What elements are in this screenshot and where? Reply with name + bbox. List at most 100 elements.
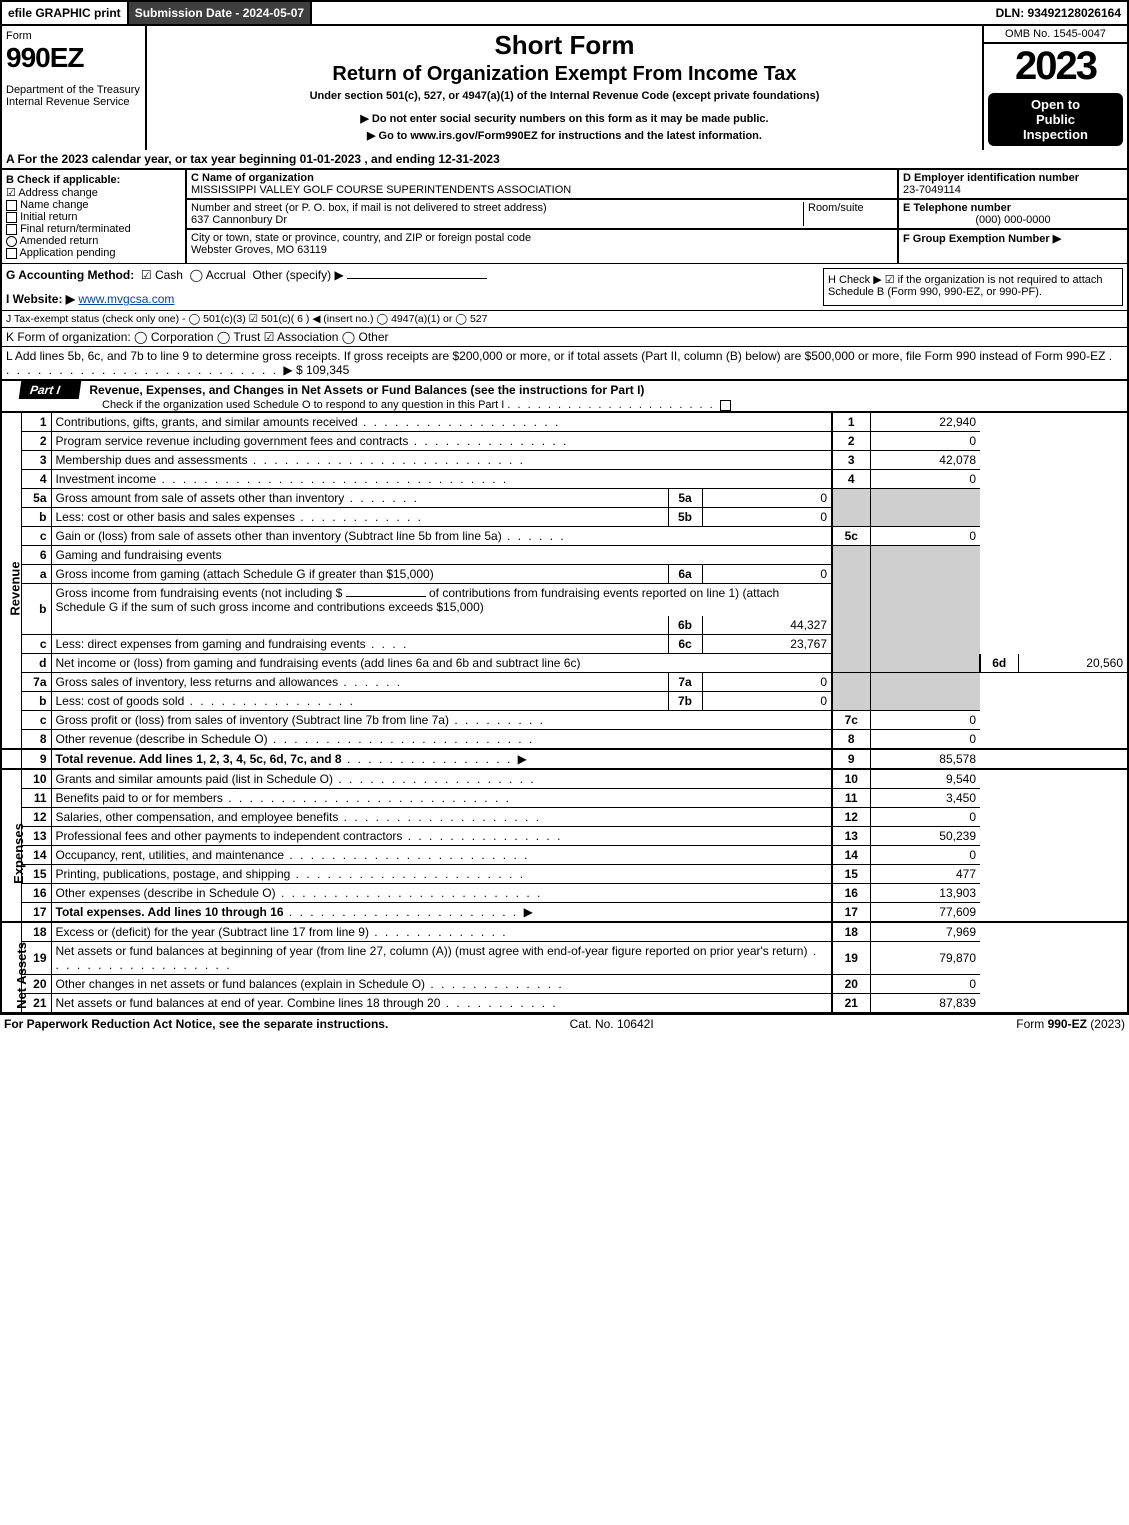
header-right: OMB No. 1545-0047 2023 Open to Public In… <box>982 26 1127 150</box>
street-value: 637 Cannonbury Dr <box>191 214 803 226</box>
expenses-vertical-label: Expenses <box>11 823 26 884</box>
city-value: Webster Groves, MO 63119 <box>191 244 893 256</box>
g-other[interactable]: Other (specify) ▶ <box>252 268 343 282</box>
part-i-header: Part I Revenue, Expenses, and Changes in… <box>0 381 1129 413</box>
line10-num: 10 <box>21 769 51 789</box>
irs-label: Internal Revenue Service <box>6 96 141 108</box>
g-cash[interactable]: Cash <box>155 268 183 282</box>
title-short-form: Short Form <box>155 30 974 61</box>
row-k-form-org: K Form of organization: ◯ Corporation ◯ … <box>0 327 1129 346</box>
dept-treasury: Department of the Treasury <box>6 84 141 96</box>
net-assets-vertical-label: Net Assets <box>14 942 29 1009</box>
line20-nm: 20 <box>832 975 870 994</box>
line3-desc: Membership dues and assessments <box>56 453 248 467</box>
block-b-f: B Check if applicable: ☑ Address change … <box>0 170 1129 264</box>
line4-desc: Investment income <box>56 472 157 486</box>
g-accrual[interactable]: Accrual <box>206 268 246 282</box>
col-b-checkboxes: B Check if applicable: ☑ Address change … <box>2 170 187 263</box>
check-final-return[interactable]: Final return/terminated <box>6 223 181 235</box>
check-application-pending[interactable]: Application pending <box>6 247 181 259</box>
e-phone-label: E Telephone number <box>903 202 1123 214</box>
line6b-desc1: Gross income from fundraising events (no… <box>56 586 343 600</box>
line6d-value: 20,560 <box>1018 654 1128 673</box>
line7a-num: 7a <box>21 673 51 692</box>
form-header: Form 990EZ Department of the Treasury In… <box>0 26 1129 150</box>
line4-value: 0 <box>870 470 980 489</box>
part-i-checkbox[interactable] <box>720 400 731 411</box>
final-return-label: Final return/terminated <box>20 223 131 235</box>
e-phone-value: (000) 000-0000 <box>903 214 1123 226</box>
line3-nm: 3 <box>832 451 870 470</box>
line6d-nm: 6d <box>980 654 1018 673</box>
line6b-sn: 6b <box>668 616 702 635</box>
efile-print-link[interactable]: efile GRAPHIC print <box>2 2 129 24</box>
open-line3: Inspection <box>992 127 1119 142</box>
line7b-desc: Less: cost of goods sold <box>56 694 185 708</box>
line1-nm: 1 <box>832 413 870 432</box>
check-initial-return[interactable]: Initial return <box>6 211 181 223</box>
application-pending-label: Application pending <box>19 247 115 259</box>
addr-change-label: Address change <box>18 187 98 199</box>
line5a-desc: Gross amount from sale of assets other t… <box>56 491 345 505</box>
line9-nm: 9 <box>832 749 870 769</box>
city-label: City or town, state or province, country… <box>191 232 893 244</box>
footer-form-ref: Form 990-EZ (2023) <box>1016 1017 1125 1031</box>
line6c-desc: Less: direct expenses from gaming and fu… <box>56 637 366 651</box>
line6a-sn: 6a <box>668 565 702 584</box>
footer: For Paperwork Reduction Act Notice, see … <box>0 1014 1129 1033</box>
line6a-sv: 0 <box>702 565 832 584</box>
line6b-num: b <box>21 584 51 635</box>
form-number: 990EZ <box>6 42 141 74</box>
line19-nm: 19 <box>832 942 870 975</box>
open-line2: Public <box>992 112 1119 127</box>
line2-desc: Program service revenue including govern… <box>56 434 409 448</box>
col-c-org-info: C Name of organization MISSISSIPPI VALLE… <box>187 170 897 263</box>
open-line1: Open to <box>992 97 1119 112</box>
line21-nm: 21 <box>832 994 870 1014</box>
line7c-num: c <box>21 711 51 730</box>
line17-num: 17 <box>21 903 51 923</box>
line7c-nm: 7c <box>832 711 870 730</box>
part-i-tab: Part I <box>19 381 82 399</box>
line8-desc: Other revenue (describe in Schedule O) <box>56 732 268 746</box>
line1-num: 1 <box>21 413 51 432</box>
header-left: Form 990EZ Department of the Treasury In… <box>2 26 147 150</box>
open-to-public-badge: Open to Public Inspection <box>988 93 1123 146</box>
line7c-value: 0 <box>870 711 980 730</box>
line21-value: 87,839 <box>870 994 980 1014</box>
form-container: efile GRAPHIC print Submission Date - 20… <box>0 0 1129 1033</box>
line6-num: 6 <box>21 546 51 565</box>
i-website-link[interactable]: www.mvgcsa.com <box>78 292 174 306</box>
line6c-sv: 23,767 <box>702 635 832 654</box>
check-name-change[interactable]: Name change <box>6 199 181 211</box>
f-group-exemption-label: F Group Exemption Number ▶ <box>903 233 1061 245</box>
line6a-num: a <box>21 565 51 584</box>
row-a-calendar-year: A For the 2023 calendar year, or tax yea… <box>0 150 1129 170</box>
check-address-change[interactable]: ☑ Address change <box>6 186 181 199</box>
revenue-vertical-label: Revenue <box>8 561 23 615</box>
line7a-sn: 7a <box>668 673 702 692</box>
line19-value: 79,870 <box>870 942 980 975</box>
goto-link[interactable]: ▶ Go to www.irs.gov/Form990EZ for instru… <box>155 129 974 142</box>
line6c-sn: 6c <box>668 635 702 654</box>
subtitle-section: Under section 501(c), 527, or 4947(a)(1)… <box>155 90 974 102</box>
line6-desc: Gaming and fundraising events <box>51 546 832 565</box>
line5a-sv: 0 <box>702 489 832 508</box>
row-l-gross-receipts: L Add lines 5b, 6c, and 7b to line 9 to … <box>0 346 1129 381</box>
g-label: G Accounting Method: <box>6 268 134 282</box>
line13-desc: Professional fees and other payments to … <box>56 829 403 843</box>
line15-nm: 15 <box>832 865 870 884</box>
line6c-num: c <box>21 635 51 654</box>
line5c-desc: Gain or (loss) from sale of assets other… <box>56 529 502 543</box>
footer-cat-no: Cat. No. 10642I <box>570 1017 654 1031</box>
initial-return-label: Initial return <box>20 211 77 223</box>
line5b-sv: 0 <box>702 508 832 527</box>
d-ein-value: 23-7049114 <box>903 184 1123 196</box>
part-i-check-text: Check if the organization used Schedule … <box>102 399 504 411</box>
ssn-warning: ▶ Do not enter social security numbers o… <box>155 112 974 125</box>
line17-value: 77,609 <box>870 903 980 923</box>
line9-num: 9 <box>21 749 51 769</box>
line14-nm: 14 <box>832 846 870 865</box>
line2-num: 2 <box>21 432 51 451</box>
check-amended-return[interactable]: Amended return <box>6 235 181 247</box>
